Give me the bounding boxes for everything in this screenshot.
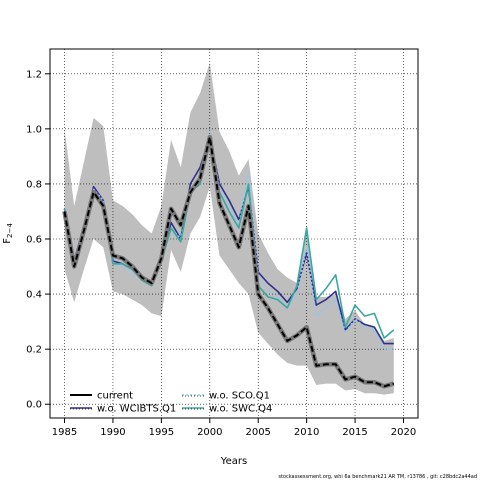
x-tick-label-1985: 1985	[52, 427, 77, 438]
legend-item-2-label: w.o. SCO.Q1	[209, 391, 270, 402]
x-tick-label-2005: 2005	[245, 427, 270, 438]
y-axis-label: F2−4	[2, 223, 14, 244]
y-tick-label-0: 0.0	[26, 400, 42, 411]
x-tick-label-1995: 1995	[149, 427, 174, 438]
y-tick-label-6: 1.2	[26, 69, 42, 80]
series-line-1	[63, 136, 394, 345]
y-tick-label-2: 0.4	[26, 290, 42, 301]
series-line-3	[63, 139, 395, 339]
footer-text: stockassessment.org, whi 6a benchmark21 …	[278, 474, 477, 480]
y-axis-label-main: F	[2, 238, 13, 244]
y-tick-label-1: 0.2	[26, 345, 42, 356]
legend-item-1-label: w.o. WCIBTS.Q1	[97, 404, 176, 415]
y-tick-label-5: 1.0	[26, 124, 42, 135]
y-tick-label-4: 0.8	[26, 179, 42, 190]
legend-item-3-label: w.o. SWC.Q4	[209, 404, 272, 415]
series-line-0	[63, 136, 395, 388]
x-tick-label-2010: 2010	[294, 427, 319, 438]
y-axis-label-subscript: 2−4	[6, 223, 14, 238]
legend: current w.o. WCIBTS.Q1 w.o. SCO.Q1 w.o. SWC…	[70, 391, 272, 415]
x-axis-label: Years	[220, 456, 247, 467]
x-tick-label-2020: 2020	[391, 427, 416, 438]
x-tick-label-2015: 2015	[342, 427, 367, 438]
axis-layer: 1985 1990 1995 2000 2005 2010 2015 2020 0.0 0.2 0.…	[26, 69, 416, 438]
legend-item-0-label: current	[97, 391, 133, 402]
y-tick-label-3: 0.6	[26, 235, 42, 246]
x-tick-label-1990: 1990	[100, 427, 125, 438]
x-tick-label-2000: 2000	[197, 427, 222, 438]
plot-frame	[49, 48, 419, 419]
series-layer	[62, 130, 395, 389]
